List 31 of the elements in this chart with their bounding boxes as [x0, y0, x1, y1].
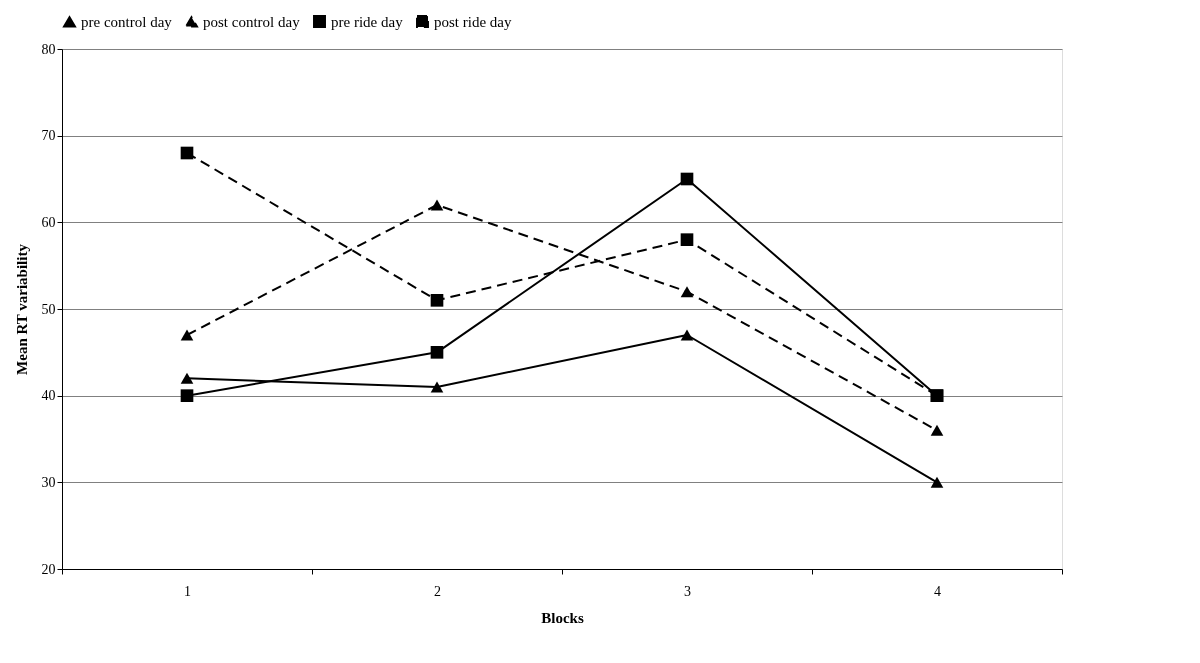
legend-label: pre control day [81, 13, 173, 30]
y-tick-label: 20 [41, 561, 56, 577]
y-tick-label: 60 [41, 214, 56, 230]
y-tick-label: 40 [41, 388, 56, 404]
x-tick-label: 1 [184, 583, 191, 599]
y-tick-label: 70 [41, 128, 56, 144]
x-tick-label: 3 [684, 583, 691, 599]
point [680, 329, 694, 341]
point [680, 233, 694, 246]
point [430, 346, 444, 359]
point [430, 381, 444, 393]
y-axis-title: Mean RT variability [13, 243, 30, 375]
point [930, 476, 944, 488]
y-tick-label: 80 [41, 41, 56, 57]
point [180, 372, 194, 384]
legend-label: post control day [203, 13, 301, 30]
point [180, 329, 194, 341]
x-axis-title: Blocks [541, 609, 584, 626]
y-tick-label: 50 [41, 301, 56, 317]
y-tick-label: 30 [41, 474, 56, 490]
point [930, 424, 944, 436]
legend-label: post ride day [434, 13, 512, 30]
point [430, 199, 444, 211]
point [430, 294, 444, 307]
point [680, 172, 694, 186]
x-tick-label: 4 [934, 583, 941, 599]
point [680, 286, 694, 298]
legend-label: pre ride day [331, 13, 404, 30]
point [180, 389, 194, 402]
point [180, 146, 194, 160]
x-tick-label: 2 [434, 583, 441, 599]
